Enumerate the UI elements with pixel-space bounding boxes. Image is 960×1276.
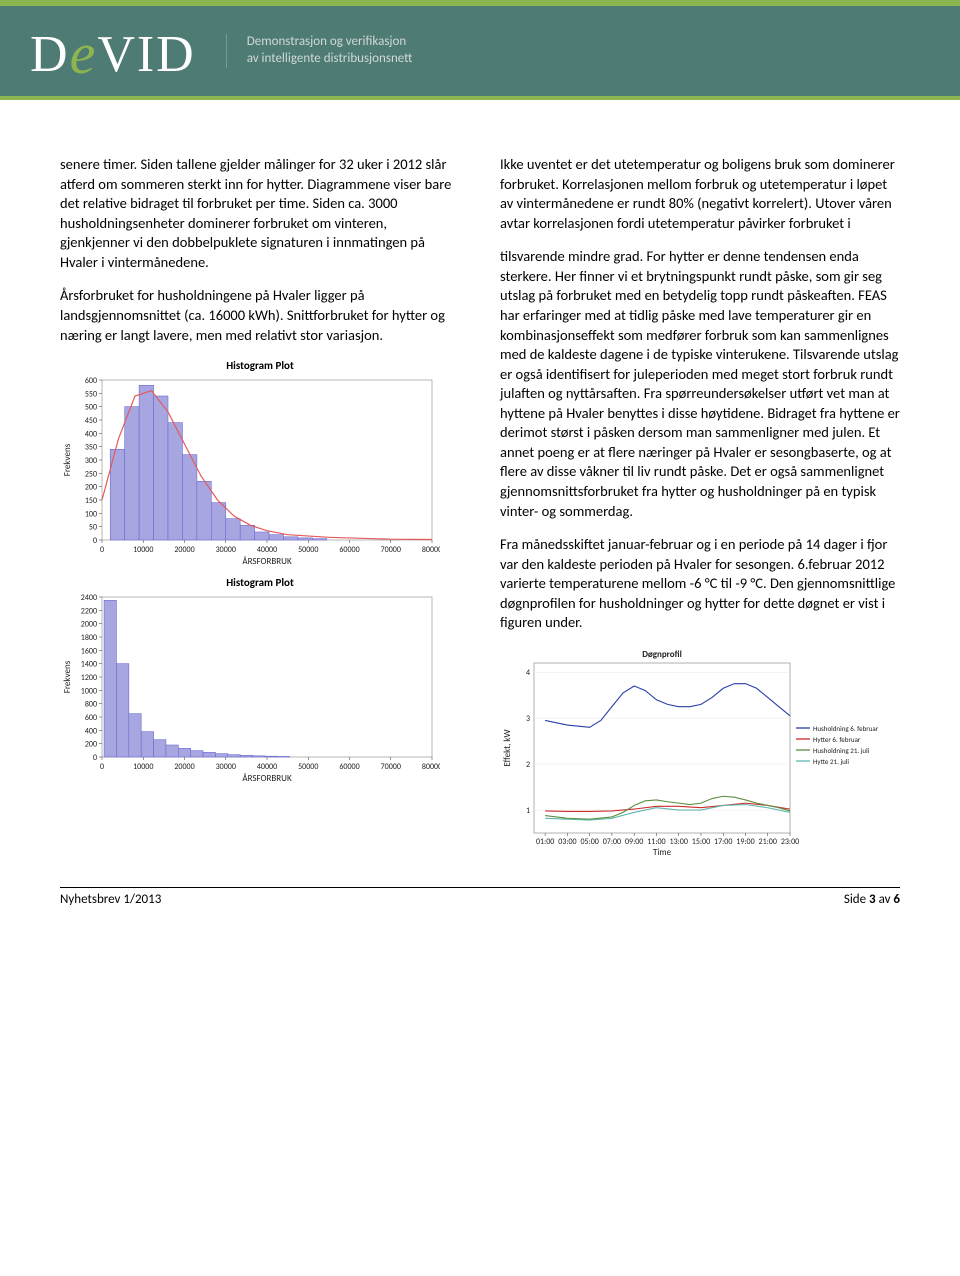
svg-text:200: 200 [85, 483, 97, 493]
logo-letter-e: e [70, 20, 98, 87]
svg-text:03:00: 03:00 [558, 837, 576, 847]
svg-text:2000: 2000 [81, 619, 97, 629]
svg-text:17:00: 17:00 [714, 837, 732, 847]
svg-text:3: 3 [526, 714, 530, 724]
svg-text:1000: 1000 [81, 686, 97, 696]
svg-text:Effekt, kW: Effekt, kW [502, 729, 513, 766]
svg-text:Døgnprofil: Døgnprofil [642, 649, 682, 660]
svg-text:30000: 30000 [216, 545, 236, 555]
svg-text:20000: 20000 [174, 545, 194, 555]
svg-text:600: 600 [85, 713, 97, 723]
histogram-2: Histogram Plot 0 200 400 600 800 1000 1200 1400… [60, 576, 460, 783]
svg-text:2400: 2400 [81, 593, 97, 603]
svg-text:2200: 2200 [81, 606, 97, 616]
svg-text:20000: 20000 [174, 762, 194, 772]
svg-text:2: 2 [526, 760, 530, 770]
histogram-svg: 0 200 400 600 800 1000 1200 1400 1600 1800 2000 220… [60, 593, 440, 783]
svg-text:ÅRSFORBRUK: ÅRSFORBRUK [242, 773, 292, 783]
svg-text:10000: 10000 [133, 762, 153, 772]
svg-text:50000: 50000 [298, 762, 318, 772]
paragraph: Ikke uventet er det utetemperatur og bol… [500, 155, 900, 233]
svg-text:1400: 1400 [81, 659, 97, 669]
svg-text:500: 500 [85, 403, 97, 413]
svg-text:Husholdning 6. februar: Husholdning 6. februar [813, 724, 879, 733]
svg-text:Hytter 6. februar: Hytter 6. februar [813, 735, 861, 744]
svg-text:4: 4 [526, 668, 530, 678]
svg-text:ÅRSFORBRUK: ÅRSFORBRUK [242, 556, 292, 566]
footer-left: Nyhetsbrev 1/2013 [60, 892, 161, 907]
svg-text:13:00: 13:00 [670, 837, 688, 847]
svg-text:70000: 70000 [381, 762, 401, 772]
subtitle-line: av intelligente distribusjonsnett [247, 51, 413, 68]
paragraph: senere timer. Siden tallene gjelder måli… [60, 155, 460, 272]
svg-text:300: 300 [85, 456, 97, 466]
logo-letter: VID [97, 25, 195, 84]
svg-text:Frekvens: Frekvens [62, 660, 73, 693]
svg-text:400: 400 [85, 429, 97, 439]
chart-title: Histogram Plot [60, 359, 460, 374]
svg-text:100: 100 [85, 509, 97, 519]
svg-text:01:00: 01:00 [536, 837, 554, 847]
svg-text:21:00: 21:00 [759, 837, 777, 847]
header-banner: DeVID Demonstrasjon og verifikasjon av i… [0, 0, 960, 100]
logo: DeVID [30, 18, 196, 85]
page-footer: Nyhetsbrev 1/2013 Side 3 av 6 [60, 887, 900, 927]
svg-text:60000: 60000 [339, 762, 359, 772]
footer-right: Side 3 av 6 [844, 892, 900, 907]
svg-text:30000: 30000 [216, 762, 236, 772]
svg-text:0: 0 [100, 545, 104, 555]
svg-text:1: 1 [526, 806, 530, 816]
svg-text:09:00: 09:00 [625, 837, 643, 847]
svg-text:600: 600 [85, 376, 97, 386]
svg-text:150: 150 [85, 496, 97, 506]
svg-text:Husholdning 21. juli: Husholdning 21. juli [813, 746, 870, 755]
line-chart: Døgnprofil 1 2 3 4 01:00 03:00 05:00 07:00 09:00 1… [500, 647, 900, 857]
svg-text:400: 400 [85, 726, 97, 736]
histogram-1: Histogram Plot 0 50 100 150 200 250 300 350 400 4… [60, 359, 460, 566]
document-body: senere timer. Siden tallene gjelder måli… [0, 100, 960, 877]
svg-text:50000: 50000 [298, 545, 318, 555]
svg-text:1200: 1200 [81, 673, 97, 683]
svg-text:Hytte 21. juli: Hytte 21. juli [813, 757, 849, 766]
svg-text:Frekvens: Frekvens [62, 443, 73, 476]
svg-text:40000: 40000 [257, 545, 277, 555]
paragraph: Fra månedsskiftet januar-februar og i en… [500, 535, 900, 633]
svg-text:80000: 80000 [422, 545, 440, 555]
svg-text:07:00: 07:00 [603, 837, 621, 847]
svg-text:10000: 10000 [133, 545, 153, 555]
svg-text:0: 0 [100, 762, 104, 772]
subtitle-line: Demonstrasjon og verifikasjon [247, 34, 413, 51]
svg-text:70000: 70000 [381, 545, 401, 555]
svg-text:0: 0 [93, 536, 97, 546]
svg-text:800: 800 [85, 699, 97, 709]
svg-text:05:00: 05:00 [580, 837, 598, 847]
svg-text:23:00: 23:00 [781, 837, 799, 847]
svg-text:200: 200 [85, 739, 97, 749]
chart-title: Histogram Plot [60, 576, 460, 591]
svg-text:250: 250 [85, 469, 97, 479]
svg-text:80000: 80000 [422, 762, 440, 772]
logo-letter: D [30, 25, 70, 84]
svg-text:15:00: 15:00 [692, 837, 710, 847]
paragraph: Årsforbruket for husholdningene på Hvale… [60, 286, 460, 345]
svg-text:1600: 1600 [81, 646, 97, 656]
svg-text:0: 0 [93, 753, 97, 763]
svg-text:Time: Time [653, 847, 672, 857]
svg-text:450: 450 [85, 416, 97, 426]
svg-text:40000: 40000 [257, 762, 277, 772]
svg-text:550: 550 [85, 389, 97, 399]
logo-subtitle: Demonstrasjon og verifikasjon av intelli… [226, 34, 413, 68]
svg-text:1800: 1800 [81, 633, 97, 643]
svg-text:50: 50 [89, 523, 97, 533]
svg-text:60000: 60000 [339, 545, 359, 555]
svg-text:350: 350 [85, 443, 97, 453]
paragraph: tilsvarende mindre grad. For hytter er d… [500, 247, 900, 521]
svg-text:11:00: 11:00 [647, 837, 665, 847]
svg-text:19:00: 19:00 [736, 837, 754, 847]
linechart-svg: Døgnprofil 1 2 3 4 01:00 03:00 05:00 07:00 09:00 1… [500, 647, 900, 857]
histogram-svg: 0 50 100 150 200 250 300 350 400 450 500 550 600 0 100… [60, 376, 440, 566]
